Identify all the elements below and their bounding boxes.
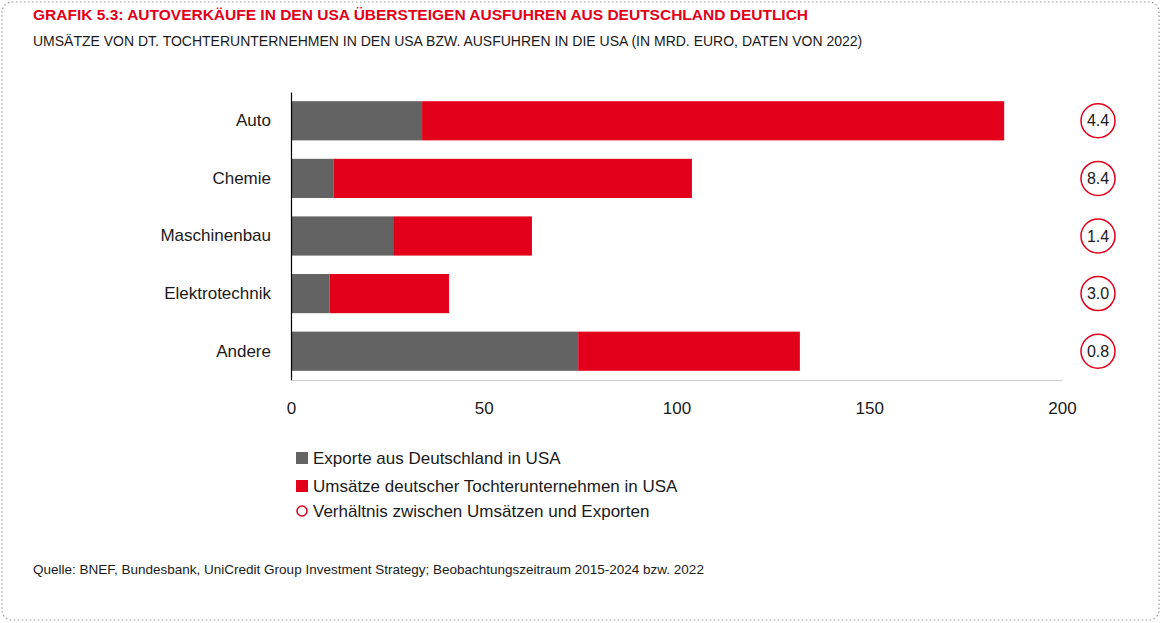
legend-swatch: [296, 452, 308, 464]
ratio-circle: [1081, 104, 1115, 138]
tick: Maschinenbau: [160, 226, 291, 245]
tick-label: 50: [475, 399, 494, 418]
ratio-circle: [1081, 334, 1115, 368]
bars: [291, 101, 1004, 371]
y-axis: Auto Chemie Maschinenbau Elektrotechnik Ande…: [160, 93, 291, 381]
frame: [2, 2, 1159, 620]
tick-label: 0: [287, 399, 296, 418]
chart: GRAFIK 5.3: AUTOVERKÄUFE IN DEN USA ÜBER…: [0, 0, 1162, 623]
tick-label: 150: [856, 399, 884, 418]
tick: 200: [1048, 380, 1076, 418]
ratio-label: 3.0: [1087, 285, 1109, 302]
ratio-circle: [1081, 277, 1115, 311]
subtitle: UMSÄTZE VON DT. TOCHTERUNTERNEHMEN IN DE…: [33, 33, 862, 49]
tick: Chemie: [212, 169, 291, 188]
ratio-circle: [1081, 161, 1115, 195]
bar: [291, 274, 330, 313]
ratio-labels: 4.4 8.4 1.4 3.0 0.8: [1081, 104, 1115, 368]
title: GRAFIK 5.3: AUTOVERKÄUFE IN DEN USA ÜBER…: [33, 6, 808, 23]
tick: 150: [856, 380, 884, 418]
bar: [422, 101, 1004, 140]
legend-label: Exporte aus Deutschland in USA: [313, 449, 561, 468]
bar: [291, 159, 333, 198]
bar: [578, 332, 800, 371]
tick-label: Auto: [236, 111, 271, 130]
tick: 0: [287, 380, 296, 418]
tick-label: 100: [663, 399, 691, 418]
bar: [393, 216, 532, 255]
ratio-label: 1.4: [1087, 228, 1109, 245]
bar: [291, 216, 393, 255]
legend-swatch: [297, 506, 307, 516]
axis-line: [292, 380, 1063, 381]
ratio-label: 0.8: [1087, 343, 1109, 360]
tick-label: Andere: [216, 342, 271, 361]
legend: Exporte aus Deutschland in USA Umsätze de…: [296, 449, 678, 521]
tick-label: Elektrotechnik: [164, 284, 271, 303]
tick: Auto: [236, 111, 291, 130]
tick-label: Chemie: [212, 169, 271, 188]
tick: 50: [475, 380, 494, 418]
ratio-label: 4.4: [1087, 112, 1109, 129]
tick: 100: [663, 380, 691, 418]
bar: [330, 274, 450, 313]
bar: [291, 101, 422, 140]
legend-label: Umsätze deutscher Tochterunternehmen in …: [313, 477, 678, 496]
ratio-label: 8.4: [1087, 170, 1109, 187]
bar: [291, 332, 578, 371]
tick-label: Maschinenbau: [160, 226, 271, 245]
ratio-circle: [1081, 219, 1115, 253]
axis-line: [291, 93, 292, 381]
tick: Andere: [216, 342, 291, 361]
tick: Elektrotechnik: [164, 284, 291, 303]
bar: [333, 159, 692, 198]
legend-swatch: [296, 480, 308, 492]
source: Quelle: BNEF, Bundesbank, UniCredit Grou…: [33, 562, 704, 577]
tick-label: 200: [1048, 399, 1076, 418]
legend-label: Verhältnis zwischen Umsätzen und Exporte…: [313, 502, 649, 521]
x-axis: 0 50 100 150 200: [287, 380, 1077, 418]
